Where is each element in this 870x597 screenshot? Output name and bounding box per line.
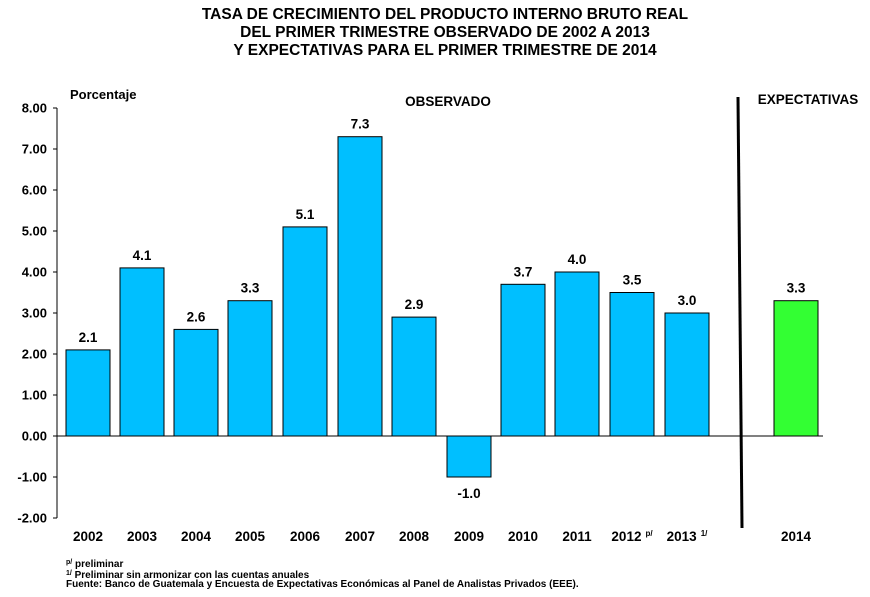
bar-2006	[282, 226, 328, 437]
chart-title-line-1: TASA DE CRECIMIENTO DEL PRODUCTO INTERNO…	[202, 6, 688, 23]
x-tick-label-year: 2006	[290, 529, 321, 544]
bar-2007	[337, 136, 383, 437]
x-tick-label: 2009	[454, 529, 484, 544]
bar-2011	[554, 271, 600, 437]
y-tick-label: 6.00	[22, 183, 47, 198]
value-label: 3.3	[787, 281, 806, 296]
bar-2005	[227, 300, 273, 437]
x-tick-label-year: 2004	[181, 529, 212, 544]
x-tick-label-year: 2011	[562, 529, 592, 544]
value-label: 2.1	[79, 330, 98, 345]
footnote-unharmonized-mark: 1/	[66, 570, 72, 577]
footnote-preliminary: p/ preliminar	[66, 557, 123, 570]
y-axis-label: Porcentaje	[70, 87, 136, 102]
y-tick-label: 5.00	[22, 224, 47, 239]
x-tick-label: 2002	[73, 529, 103, 544]
bar-2010	[500, 283, 546, 437]
x-axis-labels: 2002 2003 2004 2005 2006 2007 2008 2009 2010 2011…	[73, 529, 812, 544]
x-tick-label-year: 2003	[127, 529, 158, 544]
y-tick-label: 4.00	[22, 265, 47, 280]
value-label: 3.7	[514, 264, 533, 279]
x-tick-label: 2007	[345, 529, 375, 544]
footnote-unharmonized: 1/ Preliminar sin armonizar con las cuen…	[66, 568, 309, 581]
x-tick-label: 2010	[508, 529, 538, 544]
bar-2003	[119, 267, 165, 437]
footnote-preliminary-text: preliminar	[72, 559, 124, 570]
x-tick-label-year: 2002	[73, 529, 103, 544]
bar-2014	[773, 300, 819, 437]
section-divider-line	[736, 96, 744, 529]
value-label: 4.1	[133, 248, 152, 263]
x-tick-label-footnote-mark: p/	[645, 529, 653, 538]
footnote-preliminary-mark: p/	[66, 559, 73, 566]
y-tick-label: -1.00	[17, 470, 47, 485]
footnote-source: Fuente: Banco de Guatemala y Encuesta de…	[66, 579, 579, 590]
value-label: 4.0	[568, 252, 587, 267]
x-tick-label-year: 2009	[454, 529, 484, 544]
x-tick-label: 2006	[290, 529, 321, 544]
x-tick-label: 2003	[127, 529, 158, 544]
y-tick-label: 0.00	[22, 429, 47, 444]
x-tick-label-year: 2007	[345, 529, 375, 544]
value-label: 3.3	[241, 281, 260, 296]
bars	[65, 136, 819, 478]
y-tick-label: 1.00	[22, 388, 47, 403]
x-tick-label: 2014	[781, 529, 812, 544]
section-label-observed: OBSERVADO	[405, 94, 491, 109]
x-tick-label: 2004	[181, 529, 212, 544]
x-tick-label-year: 2008	[399, 529, 430, 544]
chart-title-line-3: Y EXPECTATIVAS PARA EL PRIMER TRIMESTRE …	[233, 42, 657, 59]
value-label: 2.9	[405, 297, 424, 312]
value-label: 7.3	[351, 117, 370, 132]
x-tick-label: 2005	[235, 529, 266, 544]
x-tick-label: 2013 1/	[667, 529, 708, 544]
x-tick-label-year: 2010	[508, 529, 538, 544]
bar-2002	[65, 349, 111, 437]
value-label: 5.1	[296, 207, 315, 222]
y-axis-ticks: 8.00 7.00 6.00 5.00 4.00 3.00 2.00 1.00 0.00 -1.0…	[17, 101, 57, 526]
x-tick-label: 2008	[399, 529, 430, 544]
x-tick-label-year: 2013	[667, 529, 698, 544]
footnote-source-text: Fuente: Banco de Guatemala y Encuesta de…	[66, 579, 579, 590]
y-tick-label: 7.00	[22, 142, 47, 157]
y-tick-label: -2.00	[17, 511, 47, 526]
section-label-expected: EXPECTATIVAS	[758, 92, 859, 107]
chart-title: TASA DE CRECIMIENTO DEL PRODUCTO INTERNO…	[202, 6, 688, 59]
value-label: 2.6	[187, 309, 206, 324]
bar-2004	[173, 328, 219, 437]
x-tick-label: 2012 p/	[611, 529, 653, 544]
footnote-unharmonized-text: Preliminar sin armonizar con las cuentas…	[71, 570, 310, 581]
y-tick-label: 8.00	[22, 101, 47, 116]
bar-2012	[609, 292, 655, 437]
x-tick-label-year: 2014	[781, 529, 812, 544]
x-tick-label-footnote-mark: 1/	[701, 529, 708, 538]
x-tick-label-year: 2012	[611, 529, 641, 544]
value-label: -1.0	[457, 486, 480, 501]
bar-2013	[664, 312, 710, 437]
chart-title-line-2: DEL PRIMER TRIMESTRE OBSERVADO DE 2002 A…	[240, 24, 650, 41]
value-labels: 2.1 4.1 2.6 3.3 5.1 7.3 2.9 -1.0 3.7 4.0 3.5 3.0 3.3	[79, 117, 806, 501]
bar-2008	[391, 316, 437, 437]
x-tick-label: 2011	[562, 529, 592, 544]
value-label: 3.0	[678, 293, 697, 308]
y-tick-label: 2.00	[22, 347, 47, 362]
x-tick-label-year: 2005	[235, 529, 266, 544]
y-tick-label: 3.00	[22, 306, 47, 321]
bar-2009	[446, 435, 492, 478]
value-label: 3.5	[623, 273, 642, 288]
